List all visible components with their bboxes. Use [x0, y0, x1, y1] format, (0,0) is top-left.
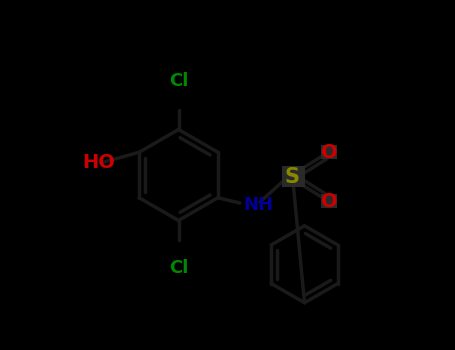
Text: Cl: Cl [169, 71, 188, 90]
Text: Cl: Cl [169, 259, 188, 277]
Bar [282, 166, 304, 187]
Text: O: O [321, 192, 337, 211]
Text: NH: NH [243, 196, 273, 214]
Text: HO: HO [82, 153, 115, 172]
Text: O: O [321, 143, 337, 162]
Bar [321, 194, 337, 208]
Bar [321, 145, 337, 159]
Text: S: S [285, 167, 300, 187]
